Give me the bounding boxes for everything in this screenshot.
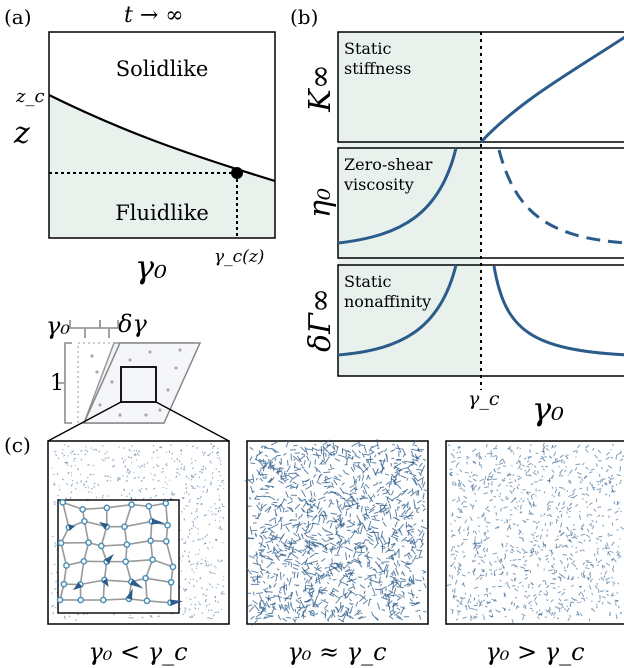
schematic-dgamma-label: δγ: [118, 310, 147, 338]
solidlike-label: Solidlike: [116, 57, 209, 81]
shear-schematic: γ₀ δγ 1: [46, 310, 230, 442]
fluidlike-region: [49, 95, 275, 238]
gammac-tick-label: γ_c: [468, 388, 500, 410]
panel-a-tag: (a): [4, 5, 32, 29]
network-inset: [57, 499, 180, 614]
panel-a: (a) t → ∞ Solidlike Fluidlike z z_c γ₀ γ…: [4, 3, 276, 286]
viscosity-curve-right: [497, 149, 624, 245]
gammac-z-tick-label: γ_c(z): [214, 247, 264, 267]
row3-frame: [337, 264, 624, 377]
zc-tick-label: z_c: [15, 86, 45, 107]
height-bracket: [58, 342, 72, 424]
panel-c: (c) γ₀ < γ_c γ₀ ≈ γ_c γ₀ > γ_c: [4, 433, 624, 666]
row1-annotation-1: Static: [344, 39, 391, 58]
displacement-field-above: [446, 442, 624, 624]
panel-b-tag: (b): [290, 5, 318, 29]
sheared-box: [82, 342, 202, 424]
zoom-box: [120, 366, 157, 403]
panel-b-x-axis-label: γ₀: [532, 390, 564, 428]
row3-annotation-2: nonaffinity: [344, 292, 431, 311]
panel-b: (b) Static stiffness K∞ Zero-shear visco…: [290, 5, 624, 428]
caption-above-critical: γ₀ > γ_c: [485, 638, 584, 666]
schematic-gamma0-label: γ₀: [46, 312, 70, 340]
row1-annotation-2: stiffness: [344, 59, 411, 78]
k-inf-axis-label: K∞: [303, 64, 338, 112]
dgamma-bracket: [99, 320, 119, 338]
gamma0-axis-label: γ₀: [135, 248, 167, 286]
row3-annotation-1: Static: [344, 272, 391, 291]
stiffness-curve: [479, 35, 624, 144]
viscosity-curve-left: [337, 147, 458, 245]
nonaffinity-curve-left: [337, 264, 458, 357]
particle-network: [56, 498, 184, 606]
dgamma-inf-axis-label: δΓ∞: [303, 288, 338, 352]
schematic-height-label: 1: [50, 371, 64, 396]
row2-annotation-1: Zero-shear: [344, 155, 433, 174]
row2-annotation-2: viscosity: [343, 175, 414, 194]
row2-frame: [337, 147, 624, 259]
displacement-field-near: [244, 438, 429, 626]
z-axis-label: z: [13, 116, 30, 151]
particle-dots: [90, 348, 182, 417]
caption-near-critical: γ₀ ≈ γ_c: [287, 638, 386, 666]
panel-c-tag: (c): [4, 433, 31, 457]
eta0-axis-label: η₀: [303, 188, 338, 218]
zoom-line-left: [47, 401, 122, 442]
caption-below-critical: γ₀ < γ_c: [88, 638, 187, 666]
fluid-shade-region: [338, 32, 481, 376]
panel-a-title: t → ∞: [124, 3, 184, 28]
fluidlike-label: Fluidlike: [115, 201, 209, 225]
zoom-line-right: [155, 401, 230, 442]
critical-point-marker: [231, 167, 243, 179]
nonaffinity-curve-right: [492, 265, 624, 357]
gamma0-bracket: [69, 320, 101, 338]
panel-a-frame: [48, 31, 276, 239]
